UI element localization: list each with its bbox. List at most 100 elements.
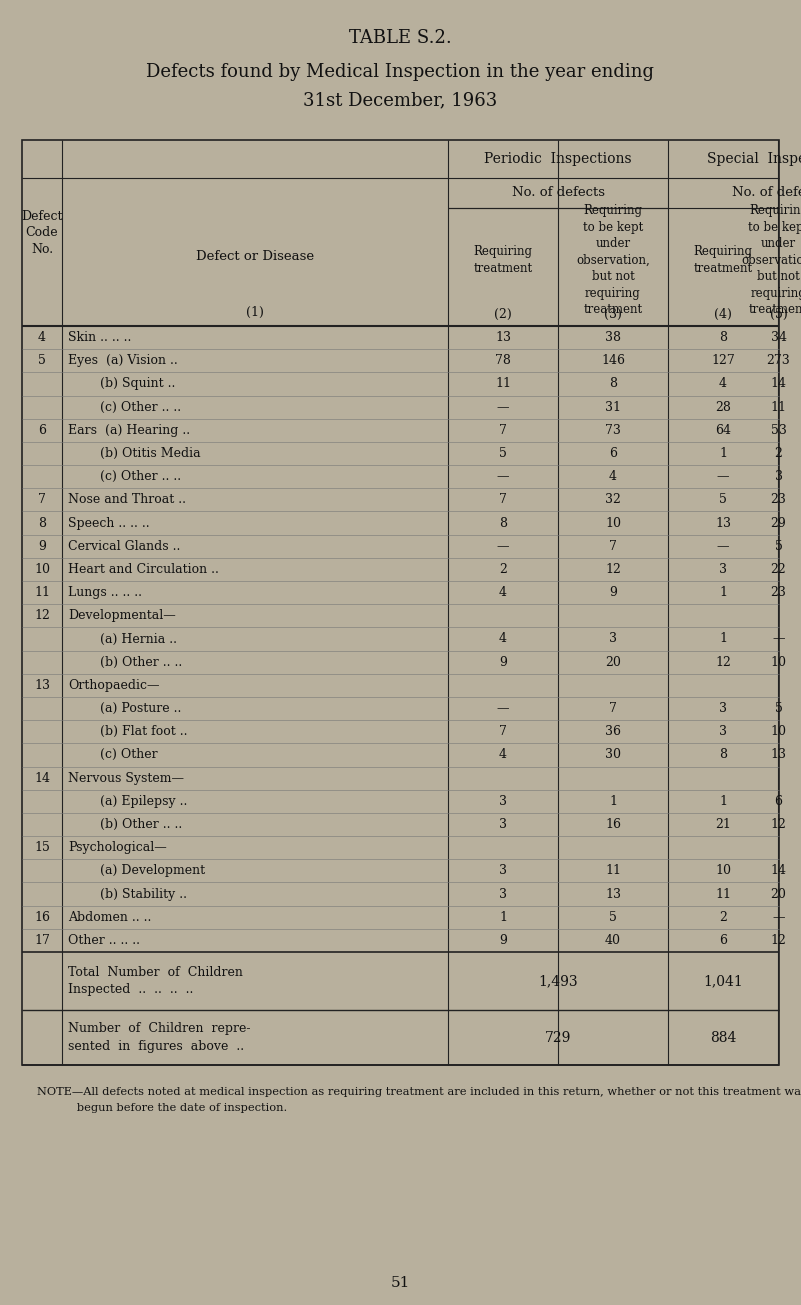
Text: 11: 11	[34, 586, 50, 599]
Text: 31: 31	[605, 401, 621, 414]
Text: 8: 8	[719, 749, 727, 761]
Text: 1: 1	[609, 795, 617, 808]
Text: 1: 1	[499, 911, 507, 924]
Text: (a) Development: (a) Development	[68, 864, 205, 877]
Text: Requiring
to be kept
under
observation,
but not
requiring
treatment: Requiring to be kept under observation, …	[576, 204, 650, 316]
Text: 64: 64	[715, 424, 731, 437]
Text: 7: 7	[499, 726, 507, 739]
Text: —: —	[717, 470, 729, 483]
Text: 146: 146	[601, 354, 625, 367]
Text: 12: 12	[34, 609, 50, 622]
Text: 12: 12	[771, 818, 787, 831]
Text: 16: 16	[605, 818, 621, 831]
Text: (b) Other .. ..: (b) Other .. ..	[68, 655, 183, 668]
Text: (3): (3)	[604, 308, 622, 321]
Text: 7: 7	[609, 540, 617, 553]
Text: Number  of  Children  repre-
sented  in  figures  above  ..: Number of Children repre- sented in figu…	[68, 1022, 251, 1053]
Text: 729: 729	[545, 1031, 571, 1044]
Text: 9: 9	[609, 586, 617, 599]
Text: 10: 10	[771, 655, 787, 668]
Text: 51: 51	[391, 1276, 410, 1291]
Text: Periodic  Inspections: Periodic Inspections	[484, 151, 632, 166]
Text: 1: 1	[719, 448, 727, 461]
Text: 884: 884	[710, 1031, 737, 1044]
Text: 7: 7	[499, 424, 507, 437]
Text: 13: 13	[34, 679, 50, 692]
Text: Heart and Circulation ..: Heart and Circulation ..	[68, 562, 219, 576]
Text: 2: 2	[775, 448, 783, 461]
Text: 22: 22	[771, 562, 787, 576]
Text: Skin .. .. ..: Skin .. .. ..	[68, 331, 131, 345]
Text: (b) Otitis Media: (b) Otitis Media	[68, 448, 200, 461]
Text: Nervous System—: Nervous System—	[68, 771, 184, 784]
Text: 13: 13	[495, 331, 511, 345]
Text: —: —	[772, 911, 785, 924]
Text: 20: 20	[605, 655, 621, 668]
Text: 127: 127	[711, 354, 735, 367]
Text: —: —	[497, 470, 509, 483]
Text: (b) Other .. ..: (b) Other .. ..	[68, 818, 183, 831]
Text: 73: 73	[605, 424, 621, 437]
Text: 31st December, 1963: 31st December, 1963	[304, 91, 497, 110]
Text: 21: 21	[715, 818, 731, 831]
Text: 5: 5	[775, 540, 783, 553]
Text: 12: 12	[771, 934, 787, 947]
Text: 78: 78	[495, 354, 511, 367]
Text: 8: 8	[609, 377, 617, 390]
Text: Requiring
treatment: Requiring treatment	[694, 245, 753, 275]
Text: 10: 10	[34, 562, 50, 576]
Text: 3: 3	[499, 795, 507, 808]
Text: Psychological—: Psychological—	[68, 842, 167, 855]
Text: Other .. .. ..: Other .. .. ..	[68, 934, 140, 947]
Text: 7: 7	[609, 702, 617, 715]
Text: 4: 4	[38, 331, 46, 345]
Text: 40: 40	[605, 934, 621, 947]
Text: (c) Other: (c) Other	[68, 749, 158, 761]
Text: (c) Other .. ..: (c) Other .. ..	[68, 401, 181, 414]
Text: 20: 20	[771, 887, 787, 900]
Text: (a) Posture ..: (a) Posture ..	[68, 702, 181, 715]
Text: Requiring
to be kept
under
observation,
but not
requiring
treatment: Requiring to be kept under observation, …	[742, 204, 801, 316]
Text: 5: 5	[719, 493, 727, 506]
Text: (a) Hernia ..: (a) Hernia ..	[68, 633, 177, 646]
Text: 23: 23	[771, 493, 787, 506]
Text: No. of defects: No. of defects	[731, 187, 801, 200]
Text: —: —	[497, 702, 509, 715]
Text: 8: 8	[499, 517, 507, 530]
Text: NOTE—All defects noted at medical inspection as requiring treatment are included: NOTE—All defects noted at medical inspec…	[37, 1087, 801, 1098]
Text: 3: 3	[499, 864, 507, 877]
Text: 14: 14	[34, 771, 50, 784]
Text: 1: 1	[719, 795, 727, 808]
Text: 273: 273	[767, 354, 791, 367]
Text: 5: 5	[609, 911, 617, 924]
Text: 53: 53	[771, 424, 787, 437]
Text: 12: 12	[605, 562, 621, 576]
Text: 9: 9	[499, 655, 507, 668]
Text: —: —	[497, 401, 509, 414]
Text: 32: 32	[605, 493, 621, 506]
Text: 4: 4	[499, 749, 507, 761]
Text: Special  Inspections: Special Inspections	[707, 151, 801, 166]
Text: 8: 8	[38, 517, 46, 530]
Text: (c) Other .. ..: (c) Other .. ..	[68, 470, 181, 483]
Text: Ears  (a) Hearing ..: Ears (a) Hearing ..	[68, 424, 190, 437]
Text: Total  Number  of  Children
Inspected  ..  ..  ..  ..: Total Number of Children Inspected .. ..…	[68, 966, 243, 997]
Text: Cervical Glands ..: Cervical Glands ..	[68, 540, 180, 553]
Text: 34: 34	[771, 331, 787, 345]
Text: (b) Flat foot ..: (b) Flat foot ..	[68, 726, 187, 739]
Text: 4: 4	[609, 470, 617, 483]
Text: 7: 7	[38, 493, 46, 506]
Text: 11: 11	[715, 887, 731, 900]
Text: Abdomen .. ..: Abdomen .. ..	[68, 911, 151, 924]
Text: (b) Stability ..: (b) Stability ..	[68, 887, 187, 900]
Text: 17: 17	[34, 934, 50, 947]
Text: 1: 1	[719, 633, 727, 646]
Text: 13: 13	[605, 887, 621, 900]
Text: (b) Squint ..: (b) Squint ..	[68, 377, 175, 390]
Text: 1,041: 1,041	[703, 974, 743, 988]
Text: Developmental—: Developmental—	[68, 609, 175, 622]
Text: 1: 1	[719, 586, 727, 599]
Text: 1,493: 1,493	[538, 974, 578, 988]
Bar	[22, 140, 779, 1065]
Text: 10: 10	[771, 726, 787, 739]
